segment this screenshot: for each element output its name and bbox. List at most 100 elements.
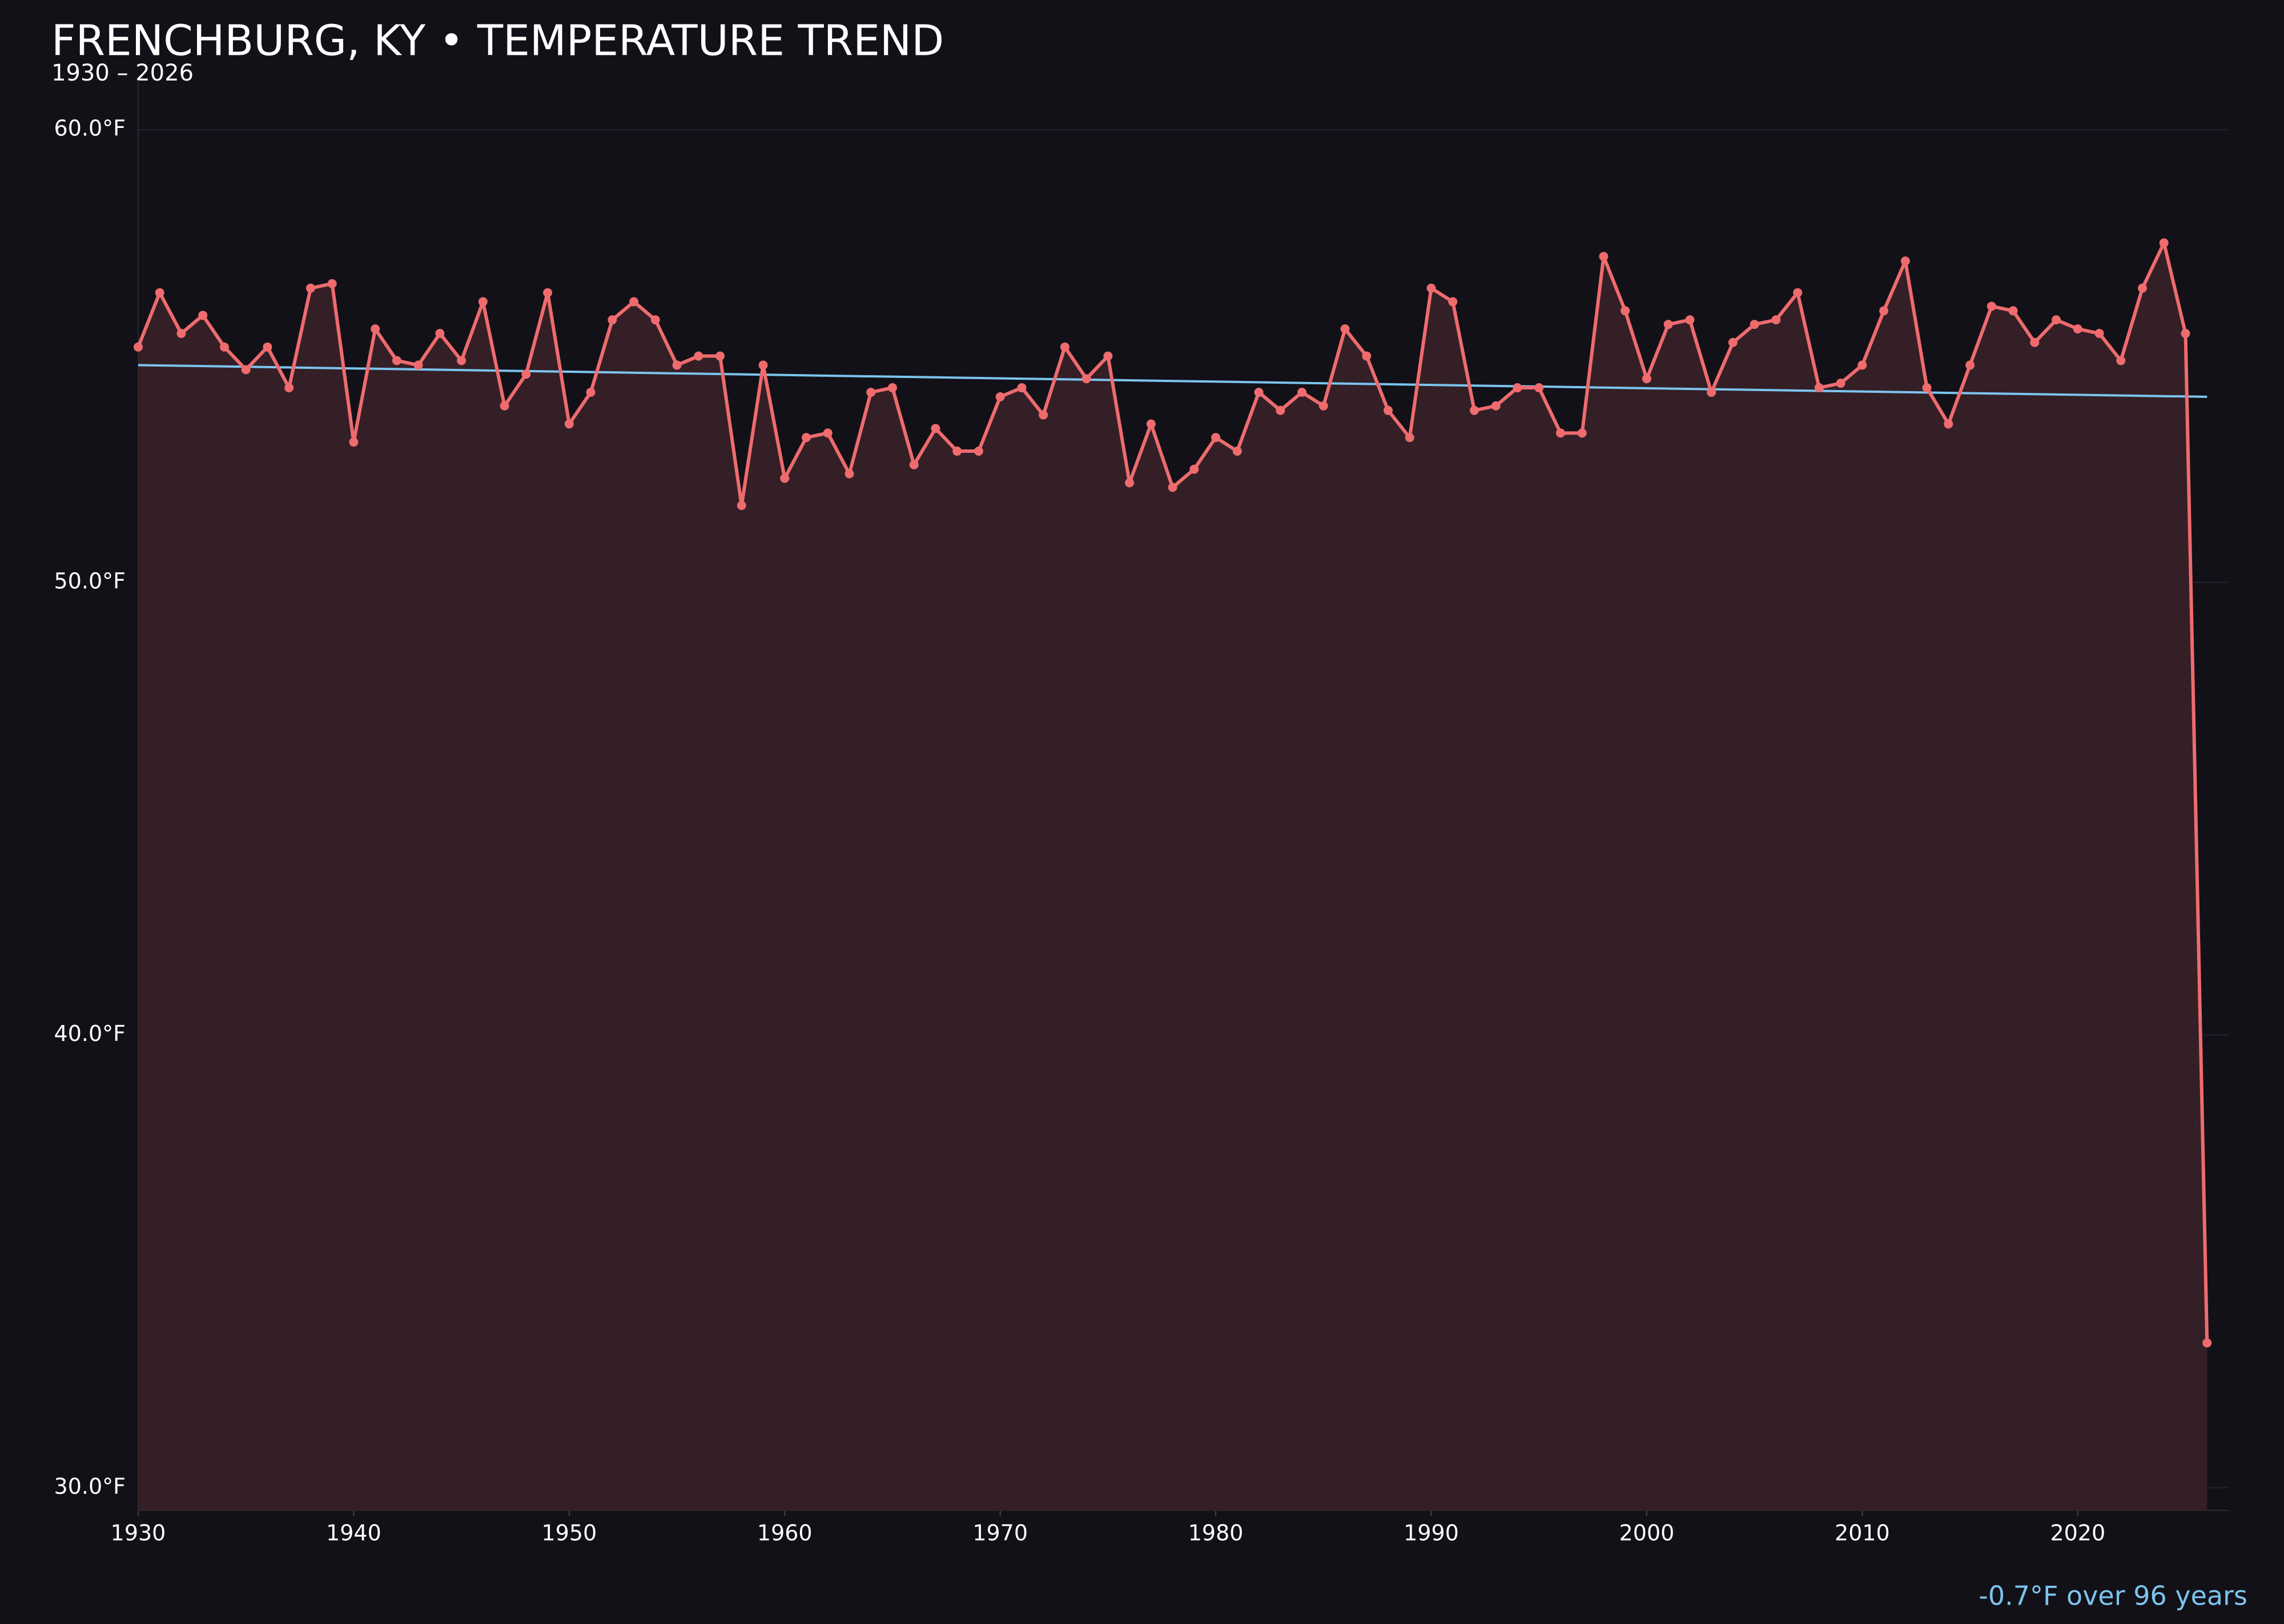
x-tick-label: 1940 [326, 1521, 381, 1546]
point [1965, 360, 1975, 370]
point [1577, 428, 1587, 438]
point [2116, 356, 2126, 365]
x-tick-label: 1990 [1404, 1521, 1459, 1546]
point [155, 288, 164, 298]
point [1814, 383, 1824, 393]
point [1555, 428, 1565, 438]
point [1103, 351, 1113, 361]
point [1491, 401, 1501, 411]
point [457, 356, 467, 365]
point [608, 315, 617, 325]
point [1534, 383, 1544, 393]
point [1318, 401, 1328, 411]
point [845, 469, 854, 479]
x-tick-label: 2020 [2050, 1521, 2105, 1546]
point [866, 387, 876, 397]
point [1168, 483, 1177, 492]
point [134, 342, 143, 352]
point [995, 392, 1005, 401]
point [1211, 433, 1221, 443]
point [1922, 383, 1932, 393]
point [1340, 324, 1350, 333]
point [909, 460, 919, 469]
y-tick-label: 60.0°F [54, 116, 126, 141]
point [478, 297, 488, 307]
point [1189, 464, 1199, 474]
point [1750, 320, 1759, 329]
point [2094, 328, 2104, 338]
point [2181, 328, 2190, 338]
point [1384, 405, 1393, 415]
point [1944, 419, 1953, 429]
point [263, 342, 272, 352]
point [176, 328, 186, 338]
point [1879, 306, 1889, 316]
point [327, 279, 337, 288]
point [521, 369, 531, 379]
point [1900, 256, 1910, 266]
point [371, 324, 380, 333]
point [650, 315, 660, 325]
point [1232, 447, 1242, 456]
point [2008, 306, 2018, 316]
point [1620, 306, 1630, 316]
area [138, 243, 2207, 1510]
point [435, 328, 445, 338]
trend-line [138, 364, 2207, 398]
point [2052, 315, 2061, 325]
point [1707, 387, 1716, 397]
chart-subtitle: 1930 – 2026 [51, 60, 194, 86]
point [1470, 405, 1479, 415]
x-tick-label: 1950 [541, 1521, 597, 1546]
point [1987, 302, 1996, 311]
x-tick-label: 1960 [757, 1521, 813, 1546]
point [629, 297, 639, 307]
point [2030, 337, 2040, 347]
point [392, 356, 401, 365]
x-tick-label: 2010 [1835, 1521, 1890, 1546]
y-tick-label: 50.0°F [54, 568, 126, 593]
point [564, 419, 574, 429]
point [672, 360, 682, 370]
point [1362, 351, 1372, 361]
point [2073, 324, 2082, 333]
point [1663, 320, 1673, 329]
point [1405, 433, 1414, 443]
point [2138, 283, 2148, 293]
point [1017, 383, 1027, 393]
point [1642, 374, 1651, 384]
point [715, 351, 725, 361]
point [1297, 387, 1307, 397]
point [1599, 252, 1609, 262]
x-tick-label: 1980 [1188, 1521, 1244, 1546]
point [1448, 297, 1458, 307]
point [952, 447, 962, 456]
point [1254, 387, 1264, 397]
point [284, 383, 294, 393]
point [1513, 383, 1522, 393]
point [974, 447, 983, 456]
point [413, 360, 423, 370]
point [737, 501, 746, 510]
point [349, 437, 359, 447]
point [694, 351, 703, 361]
point [241, 365, 251, 375]
point [1146, 419, 1156, 429]
point [1836, 379, 1845, 388]
point [758, 360, 768, 370]
point [823, 428, 833, 438]
point [543, 288, 553, 298]
point [1060, 342, 1069, 352]
point [219, 342, 229, 352]
point [780, 473, 790, 483]
point [2159, 238, 2169, 248]
point [1276, 405, 1285, 415]
point [198, 311, 208, 320]
point [931, 424, 940, 433]
chart-title: FRENCHBURG, KY • TEMPERATURE TREND [51, 17, 944, 66]
point [802, 433, 811, 443]
point [1125, 478, 1135, 488]
point [586, 387, 596, 397]
point [2202, 1338, 2212, 1348]
